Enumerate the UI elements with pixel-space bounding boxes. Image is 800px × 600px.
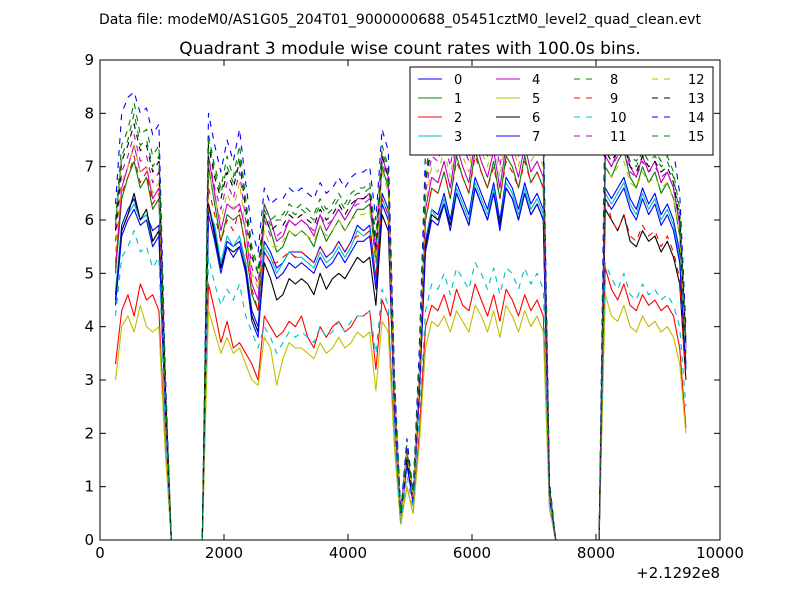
plot-area — [114, 70, 687, 540]
y-tick-label: 6 — [84, 211, 94, 229]
legend-label-15: 15 — [688, 130, 705, 145]
x-tick-label: 10000 — [696, 544, 744, 562]
x-tick-label: 6000 — [453, 544, 491, 562]
y-tick-label: 4 — [84, 318, 94, 336]
series-line-14 — [114, 70, 687, 540]
suptitle: Data file: modeM0/AS1G05_204T01_90000006… — [99, 12, 701, 28]
legend-label-14: 14 — [688, 111, 705, 126]
x-tick-label: 2000 — [205, 544, 243, 562]
series-line-12 — [114, 128, 687, 540]
legend-label-3: 3 — [454, 130, 462, 145]
legend-label-7: 7 — [532, 130, 540, 145]
legend-label-12: 12 — [688, 73, 705, 88]
legend-label-5: 5 — [532, 92, 540, 107]
series-line-10 — [114, 230, 687, 540]
legend-label-0: 0 — [454, 73, 462, 88]
series-line-5 — [114, 294, 687, 540]
legend-label-10: 10 — [610, 111, 627, 126]
y-tick-label: 5 — [84, 264, 94, 282]
legend-label-2: 2 — [454, 111, 462, 126]
y-tick-label: 7 — [84, 158, 94, 176]
y-tick-label: 0 — [84, 531, 94, 549]
y-tick-label: 3 — [84, 371, 94, 389]
legend-label-9: 9 — [610, 92, 618, 107]
legend-label-1: 1 — [454, 92, 462, 107]
series-line-15 — [114, 102, 687, 540]
legend-label-8: 8 — [610, 73, 618, 88]
x-tick-label: 0 — [95, 544, 105, 562]
legend-box — [409, 66, 714, 156]
y-tick-label: 1 — [84, 478, 94, 496]
x-tick-label: 8000 — [577, 544, 615, 562]
legend-label-4: 4 — [532, 73, 540, 88]
x-offset-label: +2.1292e8 — [636, 564, 720, 582]
series-line-13 — [114, 107, 687, 540]
legend-label-6: 6 — [532, 111, 540, 126]
x-tick-label: 4000 — [329, 544, 367, 562]
chart-title: Quadrant 3 module wise count rates with … — [179, 39, 640, 59]
y-tick-label: 2 — [84, 424, 94, 442]
axes-frame — [99, 59, 721, 541]
y-tick-label: 9 — [84, 51, 94, 69]
y-tick-label: 8 — [84, 104, 94, 122]
legend-label-11: 11 — [610, 130, 627, 145]
legend-label-13: 13 — [688, 92, 705, 107]
